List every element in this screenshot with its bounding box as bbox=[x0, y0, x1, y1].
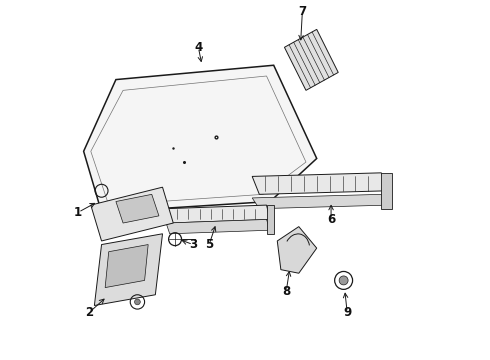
Polygon shape bbox=[95, 234, 163, 306]
Text: 9: 9 bbox=[343, 306, 351, 319]
Circle shape bbox=[135, 299, 140, 305]
Text: 4: 4 bbox=[194, 41, 202, 54]
Polygon shape bbox=[381, 173, 392, 209]
Text: 2: 2 bbox=[85, 306, 93, 319]
Text: 8: 8 bbox=[282, 285, 291, 298]
Circle shape bbox=[339, 276, 348, 285]
Polygon shape bbox=[166, 220, 270, 234]
Polygon shape bbox=[91, 187, 173, 241]
Polygon shape bbox=[84, 65, 317, 212]
Polygon shape bbox=[267, 205, 274, 234]
Polygon shape bbox=[277, 226, 317, 273]
Polygon shape bbox=[285, 30, 338, 90]
Polygon shape bbox=[166, 205, 270, 223]
Polygon shape bbox=[116, 194, 159, 223]
Text: 1: 1 bbox=[74, 206, 82, 219]
Text: 3: 3 bbox=[189, 238, 197, 251]
Text: 6: 6 bbox=[327, 213, 335, 226]
Polygon shape bbox=[252, 194, 389, 209]
Text: 5: 5 bbox=[205, 238, 213, 251]
Text: 7: 7 bbox=[298, 5, 306, 18]
Polygon shape bbox=[252, 173, 389, 194]
Polygon shape bbox=[105, 244, 148, 288]
